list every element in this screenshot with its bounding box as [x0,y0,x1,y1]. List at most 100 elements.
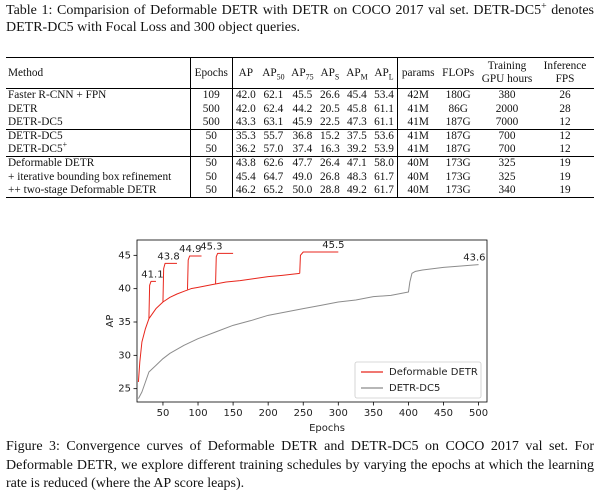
cell-text: 39.2 [347,143,367,156]
series-line [137,251,339,383]
cell-text: 41M [407,115,429,128]
cell-text: 35.3 [235,130,256,143]
x-axis-label: Epochs [309,423,345,434]
table-cell: 50 [190,156,233,171]
table-cell: 40M [398,184,439,198]
table-cell: 40M [398,171,439,184]
y-tick-label: 35 [118,317,131,328]
table-cell: 42M [398,89,439,103]
cell-text: 187G [445,143,471,156]
cell-text: 340 [498,183,516,196]
cell-text: 22.5 [319,115,340,128]
header-cell: params [398,58,439,89]
cell-text: 26 [559,89,571,102]
cell-text: 50 [205,157,217,170]
cell-text: DETR-DC5 [8,143,63,156]
cell-text: ++ two-stage Deformable DETR [8,183,157,196]
table-cell: 16.3 [317,143,343,157]
table-cell: 28 [536,103,594,116]
caption-text: Table 1: Comparision of Deformable DETR … [6,3,542,18]
figure-caption: Figure 3: Convergence curves of Deformab… [6,439,594,491]
cell-text: 62.4 [263,102,284,115]
cell-text: 41M [407,143,429,156]
table-cell: 12 [536,116,594,130]
plot-area [137,251,479,399]
header-cell: APM [343,58,371,89]
cell-text: 325 [498,157,516,170]
cell-text: 42.0 [235,89,256,102]
cell-text: 36.8 [292,130,313,143]
cell-text: 57.0 [263,143,284,156]
table-cell: 45.4 [232,171,259,184]
table-cell: 187G [438,143,478,157]
table-cell: 47.3 [343,116,371,130]
table-cell: 61.7 [370,183,399,198]
table-cell: 50 [190,183,233,198]
table-cell: 26.6 [317,89,343,103]
cell-text: 48.3 [347,170,367,183]
table-cell: 109 [190,88,233,103]
table-cell: 43.8 [232,157,259,171]
cell-text: AP [262,66,277,79]
table-header: Method Epochs AP AP50 AP75 APS APM APL params FLO… [6,57,594,89]
cell-text: 46.2 [235,183,256,196]
cell-text: 12 [559,130,571,143]
plot-frame [136,239,488,403]
x-tick-label: 450 [434,408,453,419]
table-cell: ++ two-stage Deformable DETR [6,183,191,198]
table-cell: 39.2 [343,143,371,157]
cell-text: 109 [202,89,220,102]
table-cell: 37.4 [288,143,317,157]
cell-text: 19 [559,157,571,170]
table-cell: DETR-DC5+ [6,141,191,157]
table-cell: 53.4 [370,88,399,103]
table-cell: 41M [398,143,439,157]
header-cell: Inference FPS [536,58,594,89]
table-cell: 47.7 [288,157,317,171]
cell-text: 187G [445,130,471,143]
x-tick-label: 350 [364,408,383,419]
cell-text: 47.1 [347,157,367,170]
table-cell: 19 [536,171,594,184]
cell-text: 16.3 [319,143,340,156]
table-row: ++ two-stage Deformable DETR 50 46.2 65.2 50… [6,183,594,198]
cell-text: 50 [205,183,217,196]
table-cell: 61.1 [370,102,399,116]
table-cell: 62.1 [259,89,288,103]
legend-label: Deformable DETR [389,367,478,378]
cell-text: 50 [205,170,217,183]
cell-text: 40M [407,183,429,196]
cell-text: 61.1 [374,102,394,115]
cell-text: 12 [559,143,571,156]
cell-text: 19 [559,170,571,183]
table-cell: 7000 [478,116,536,130]
table-cell: 35.3 [232,130,259,144]
cell-text: 36.2 [235,143,256,156]
table-cell: 46.2 [232,184,259,198]
cell-text: 12 [559,115,571,128]
cell-text: 500 [202,115,220,128]
header-cell: APL [370,57,399,89]
table-cell: 26 [536,89,594,103]
table-cell: 45.4 [343,89,371,103]
table-row: DETR-DC5 50 35.3 55.7 36.8 15.2 37.5 53.6 41M 187… [6,129,594,144]
chart: Epochs AP 50 100 150 200 250 300 350 400 450 500 2… [105,239,488,434]
cell-text: 47.3 [347,115,367,128]
cell-text: 15.2 [319,130,340,143]
table-cell: 50.0 [288,184,317,198]
cell-text: 500 [202,102,220,115]
cell-text: 28.8 [319,183,340,196]
cell-sub: L [388,71,394,81]
x-tick-label: 150 [224,408,243,419]
table-cell: 173G [438,157,478,171]
cell-sub: 50 [276,71,285,81]
cell-text: AP [320,66,335,79]
table-cell: 26.4 [317,157,343,171]
cell-text: 7000 [495,115,519,128]
cell-sub: 75 [305,71,314,81]
cell-text: 55.7 [263,130,284,143]
table-cell: 12 [536,130,594,144]
cell-text: 50.0 [292,183,313,196]
table-cell: 15.2 [317,130,343,144]
